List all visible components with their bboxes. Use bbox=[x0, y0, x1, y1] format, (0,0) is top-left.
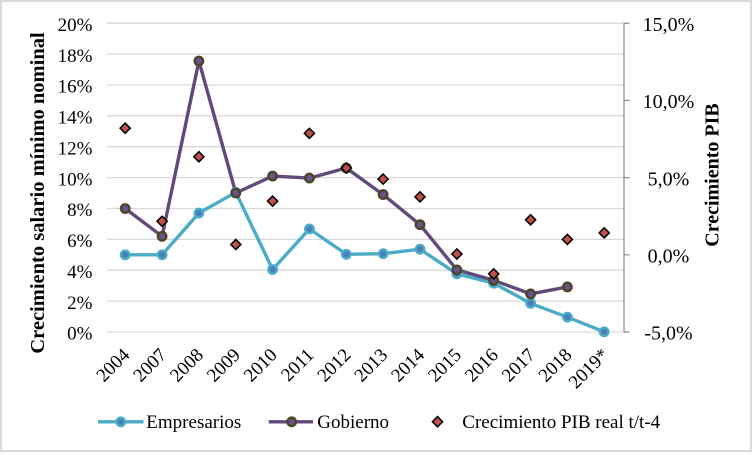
svg-text:Gobierno: Gobierno bbox=[317, 412, 389, 433]
svg-text:2010: 2010 bbox=[240, 345, 282, 387]
svg-text:2011: 2011 bbox=[277, 345, 318, 386]
svg-text:10,0%: 10,0% bbox=[643, 91, 695, 113]
svg-text:2013: 2013 bbox=[350, 345, 392, 387]
svg-text:2015: 2015 bbox=[424, 345, 466, 387]
svg-text:2007: 2007 bbox=[129, 345, 171, 387]
svg-text:20%: 20% bbox=[58, 15, 93, 36]
svg-text:15,0%: 15,0% bbox=[643, 14, 695, 36]
svg-text:2016: 2016 bbox=[461, 345, 503, 387]
svg-text:18%: 18% bbox=[58, 46, 93, 67]
svg-text:2%: 2% bbox=[67, 293, 93, 314]
svg-text:0,0%: 0,0% bbox=[648, 246, 690, 268]
svg-text:4%: 4% bbox=[67, 262, 93, 283]
svg-text:-5,0%: -5,0% bbox=[644, 323, 692, 345]
svg-text:16%: 16% bbox=[58, 77, 93, 98]
svg-text:0%: 0% bbox=[67, 324, 93, 345]
svg-text:10%: 10% bbox=[58, 169, 93, 190]
svg-text:Crecimiento PIB real t/t-4: Crecimiento PIB real t/t-4 bbox=[462, 412, 660, 433]
svg-text:2012: 2012 bbox=[314, 345, 356, 387]
svg-text:5,0%: 5,0% bbox=[648, 168, 690, 190]
svg-text:6%: 6% bbox=[67, 231, 93, 252]
svg-text:2017: 2017 bbox=[498, 345, 540, 387]
svg-text:Empresarios: Empresarios bbox=[146, 412, 241, 433]
svg-text:12%: 12% bbox=[58, 138, 93, 159]
svg-text:2004: 2004 bbox=[93, 344, 135, 386]
svg-text:2014: 2014 bbox=[387, 344, 429, 386]
svg-text:14%: 14% bbox=[58, 108, 93, 129]
svg-text:Crecimiento PIB: Crecimiento PIB bbox=[702, 103, 724, 247]
svg-text:2009: 2009 bbox=[203, 345, 245, 387]
svg-text:Crecimiento salario mínimo nom: Crecimiento salario mínimo nominal bbox=[27, 32, 49, 354]
svg-text:2019*: 2019* bbox=[565, 345, 613, 393]
svg-text:2008: 2008 bbox=[166, 345, 208, 387]
svg-text:8%: 8% bbox=[67, 200, 93, 221]
